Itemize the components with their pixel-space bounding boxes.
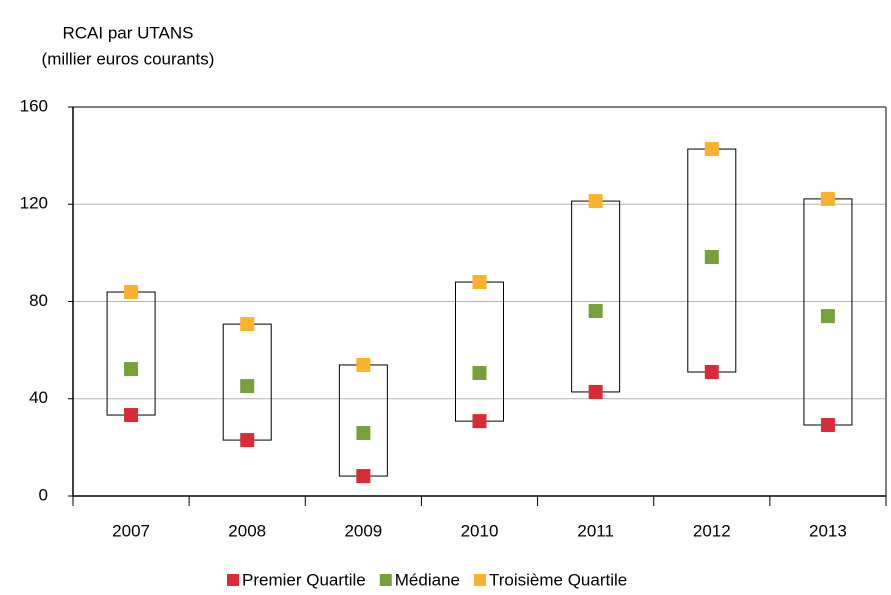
axis-label: (millier euros courants): [42, 49, 215, 68]
marker: [588, 384, 603, 399]
x-tick-label: 2013: [809, 521, 847, 540]
y-tick-label: 40: [29, 388, 48, 407]
y-tick-label: 160: [20, 96, 48, 115]
x-tick-label: 2008: [228, 521, 266, 540]
legend-label: Médiane: [395, 570, 460, 589]
x-tick-label: 2009: [344, 521, 382, 540]
legend-label: Troisième Quartile: [489, 570, 627, 589]
axis-label: RCAI par UTANS: [63, 23, 194, 42]
x-tick-label: 2011: [577, 521, 614, 540]
range-box: [338, 364, 388, 477]
marker: [704, 365, 719, 380]
y-tick-label: 0: [39, 485, 48, 504]
marker: [704, 142, 719, 157]
marker: [472, 414, 487, 429]
marker: [820, 309, 835, 324]
range-box: [106, 291, 156, 416]
marker: [356, 426, 371, 441]
marker: [472, 275, 487, 290]
marker: [124, 285, 139, 300]
marker: [704, 250, 719, 265]
x-tick-label: 2010: [461, 521, 499, 540]
marker: [472, 365, 487, 380]
marker: [588, 303, 603, 318]
marker: [356, 357, 371, 372]
range-box: [455, 281, 504, 422]
marker: [588, 194, 603, 209]
marker: [820, 418, 835, 433]
x-tick-label: 2007: [112, 521, 150, 540]
legend-swatch: [227, 574, 239, 586]
range-box: [571, 200, 621, 393]
legend-swatch: [473, 574, 486, 586]
marker: [240, 433, 255, 448]
marker: [240, 317, 255, 332]
y-tick-label: 120: [20, 194, 48, 213]
marker: [240, 379, 255, 394]
marker: [356, 469, 371, 484]
marker: [124, 408, 139, 423]
legend-swatch: [379, 574, 392, 586]
marker: [124, 362, 139, 377]
y-tick-label: 80: [29, 291, 48, 310]
legend-label: Premier Quartile: [242, 570, 366, 589]
marker: [820, 191, 835, 206]
x-tick-label: 2012: [693, 521, 731, 540]
